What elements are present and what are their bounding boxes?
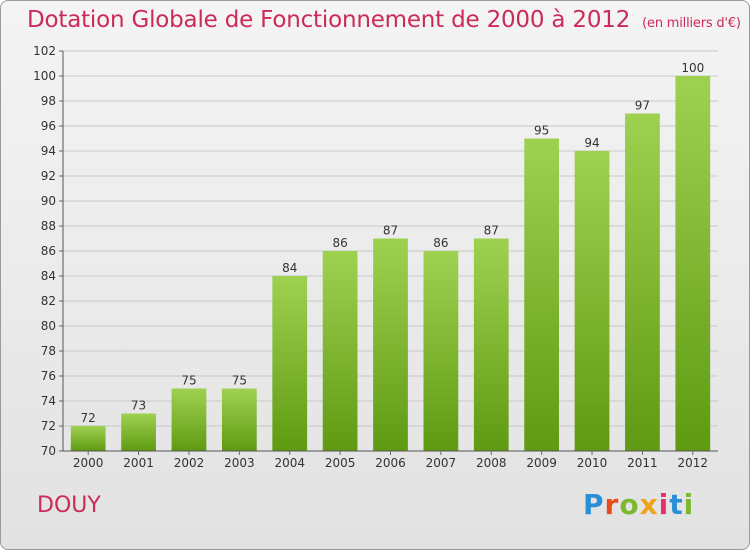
y-tick-label: 76 bbox=[41, 369, 56, 383]
bar-value-label: 94 bbox=[584, 136, 599, 150]
y-tick-label: 78 bbox=[41, 344, 56, 358]
chart-title: Dotation Globale de Fonctionnement de 20… bbox=[27, 7, 741, 33]
bars-layer: 72 73 75 75 84 86 87 86 87 95 94 97 100 bbox=[70, 61, 711, 451]
x-tick-label: 2012 bbox=[678, 456, 709, 470]
y-tick-label: 100 bbox=[33, 69, 56, 83]
x-tick-label: 2010 bbox=[577, 456, 608, 470]
bar-value-label: 86 bbox=[433, 236, 448, 250]
bar bbox=[625, 113, 660, 451]
bar bbox=[121, 413, 156, 451]
x-tick-label: 2009 bbox=[526, 456, 557, 470]
y-tick-label: 102 bbox=[33, 44, 56, 58]
bar bbox=[574, 151, 610, 451]
chart-title-text: Dotation Globale de Fonctionnement de 20… bbox=[27, 7, 631, 33]
bar-value-label: 75 bbox=[232, 374, 247, 388]
x-tick-label: 2008 bbox=[476, 456, 507, 470]
y-tick-label: 94 bbox=[41, 144, 56, 158]
bar bbox=[221, 388, 257, 451]
bar-value-label: 97 bbox=[635, 99, 650, 113]
y-tick-label: 70 bbox=[41, 444, 56, 458]
logo-letter: P bbox=[583, 488, 605, 521]
axis-layer: 70 72 74 76 78 80 82 84 86 88 90 92 94 96 98 100 102 2000… bbox=[33, 44, 718, 470]
x-tick-label: 2007 bbox=[426, 456, 457, 470]
bar bbox=[373, 238, 408, 451]
y-tick-label: 80 bbox=[41, 319, 56, 333]
bar bbox=[524, 138, 560, 451]
bar-value-label: 72 bbox=[81, 411, 96, 425]
y-tick-label: 88 bbox=[41, 219, 56, 233]
logo-letter: x bbox=[639, 488, 659, 521]
bar-value-label: 100 bbox=[681, 61, 704, 75]
bar bbox=[322, 251, 358, 451]
y-tick-label: 84 bbox=[41, 269, 56, 283]
y-tick-label: 98 bbox=[41, 94, 56, 108]
bar-value-label: 86 bbox=[332, 236, 347, 250]
bar-value-label: 84 bbox=[282, 261, 297, 275]
x-tick-label: 2001 bbox=[123, 456, 154, 470]
x-tick-label: 2011 bbox=[627, 456, 658, 470]
x-tick-label: 2006 bbox=[375, 456, 406, 470]
chart-unit: (en milliers d'€) bbox=[642, 16, 741, 31]
y-tick-label: 86 bbox=[41, 244, 56, 258]
bar-value-label: 95 bbox=[534, 124, 549, 138]
bar-value-label: 75 bbox=[181, 374, 196, 388]
logo-letter: i bbox=[683, 488, 695, 521]
bar bbox=[272, 276, 308, 451]
logo-letter: o bbox=[619, 488, 640, 521]
bar bbox=[473, 238, 509, 451]
bar-value-label: 73 bbox=[131, 399, 146, 413]
bar bbox=[423, 251, 459, 451]
y-tick-label: 72 bbox=[41, 419, 56, 433]
x-tick-label: 2004 bbox=[274, 456, 305, 470]
x-tick-label: 2003 bbox=[224, 456, 255, 470]
place-name: DOUY bbox=[37, 493, 101, 518]
bar bbox=[171, 388, 207, 451]
x-tick-label: 2002 bbox=[174, 456, 205, 470]
proxiti-logo: Proxiti bbox=[583, 488, 694, 521]
bar-value-label: 87 bbox=[383, 224, 398, 238]
bar bbox=[675, 76, 711, 451]
logo-letter: r bbox=[604, 488, 620, 521]
bar-value-label: 87 bbox=[484, 224, 499, 238]
y-tick-label: 92 bbox=[41, 169, 56, 183]
x-tick-label: 2000 bbox=[73, 456, 104, 470]
logo-letter: i bbox=[658, 488, 670, 521]
y-tick-label: 82 bbox=[41, 294, 56, 308]
x-tick-label: 2005 bbox=[325, 456, 356, 470]
logo-letter: t bbox=[669, 488, 684, 521]
y-tick-label: 90 bbox=[41, 194, 56, 208]
bar bbox=[70, 426, 106, 451]
y-tick-label: 96 bbox=[41, 119, 56, 133]
y-tick-label: 74 bbox=[41, 394, 56, 408]
